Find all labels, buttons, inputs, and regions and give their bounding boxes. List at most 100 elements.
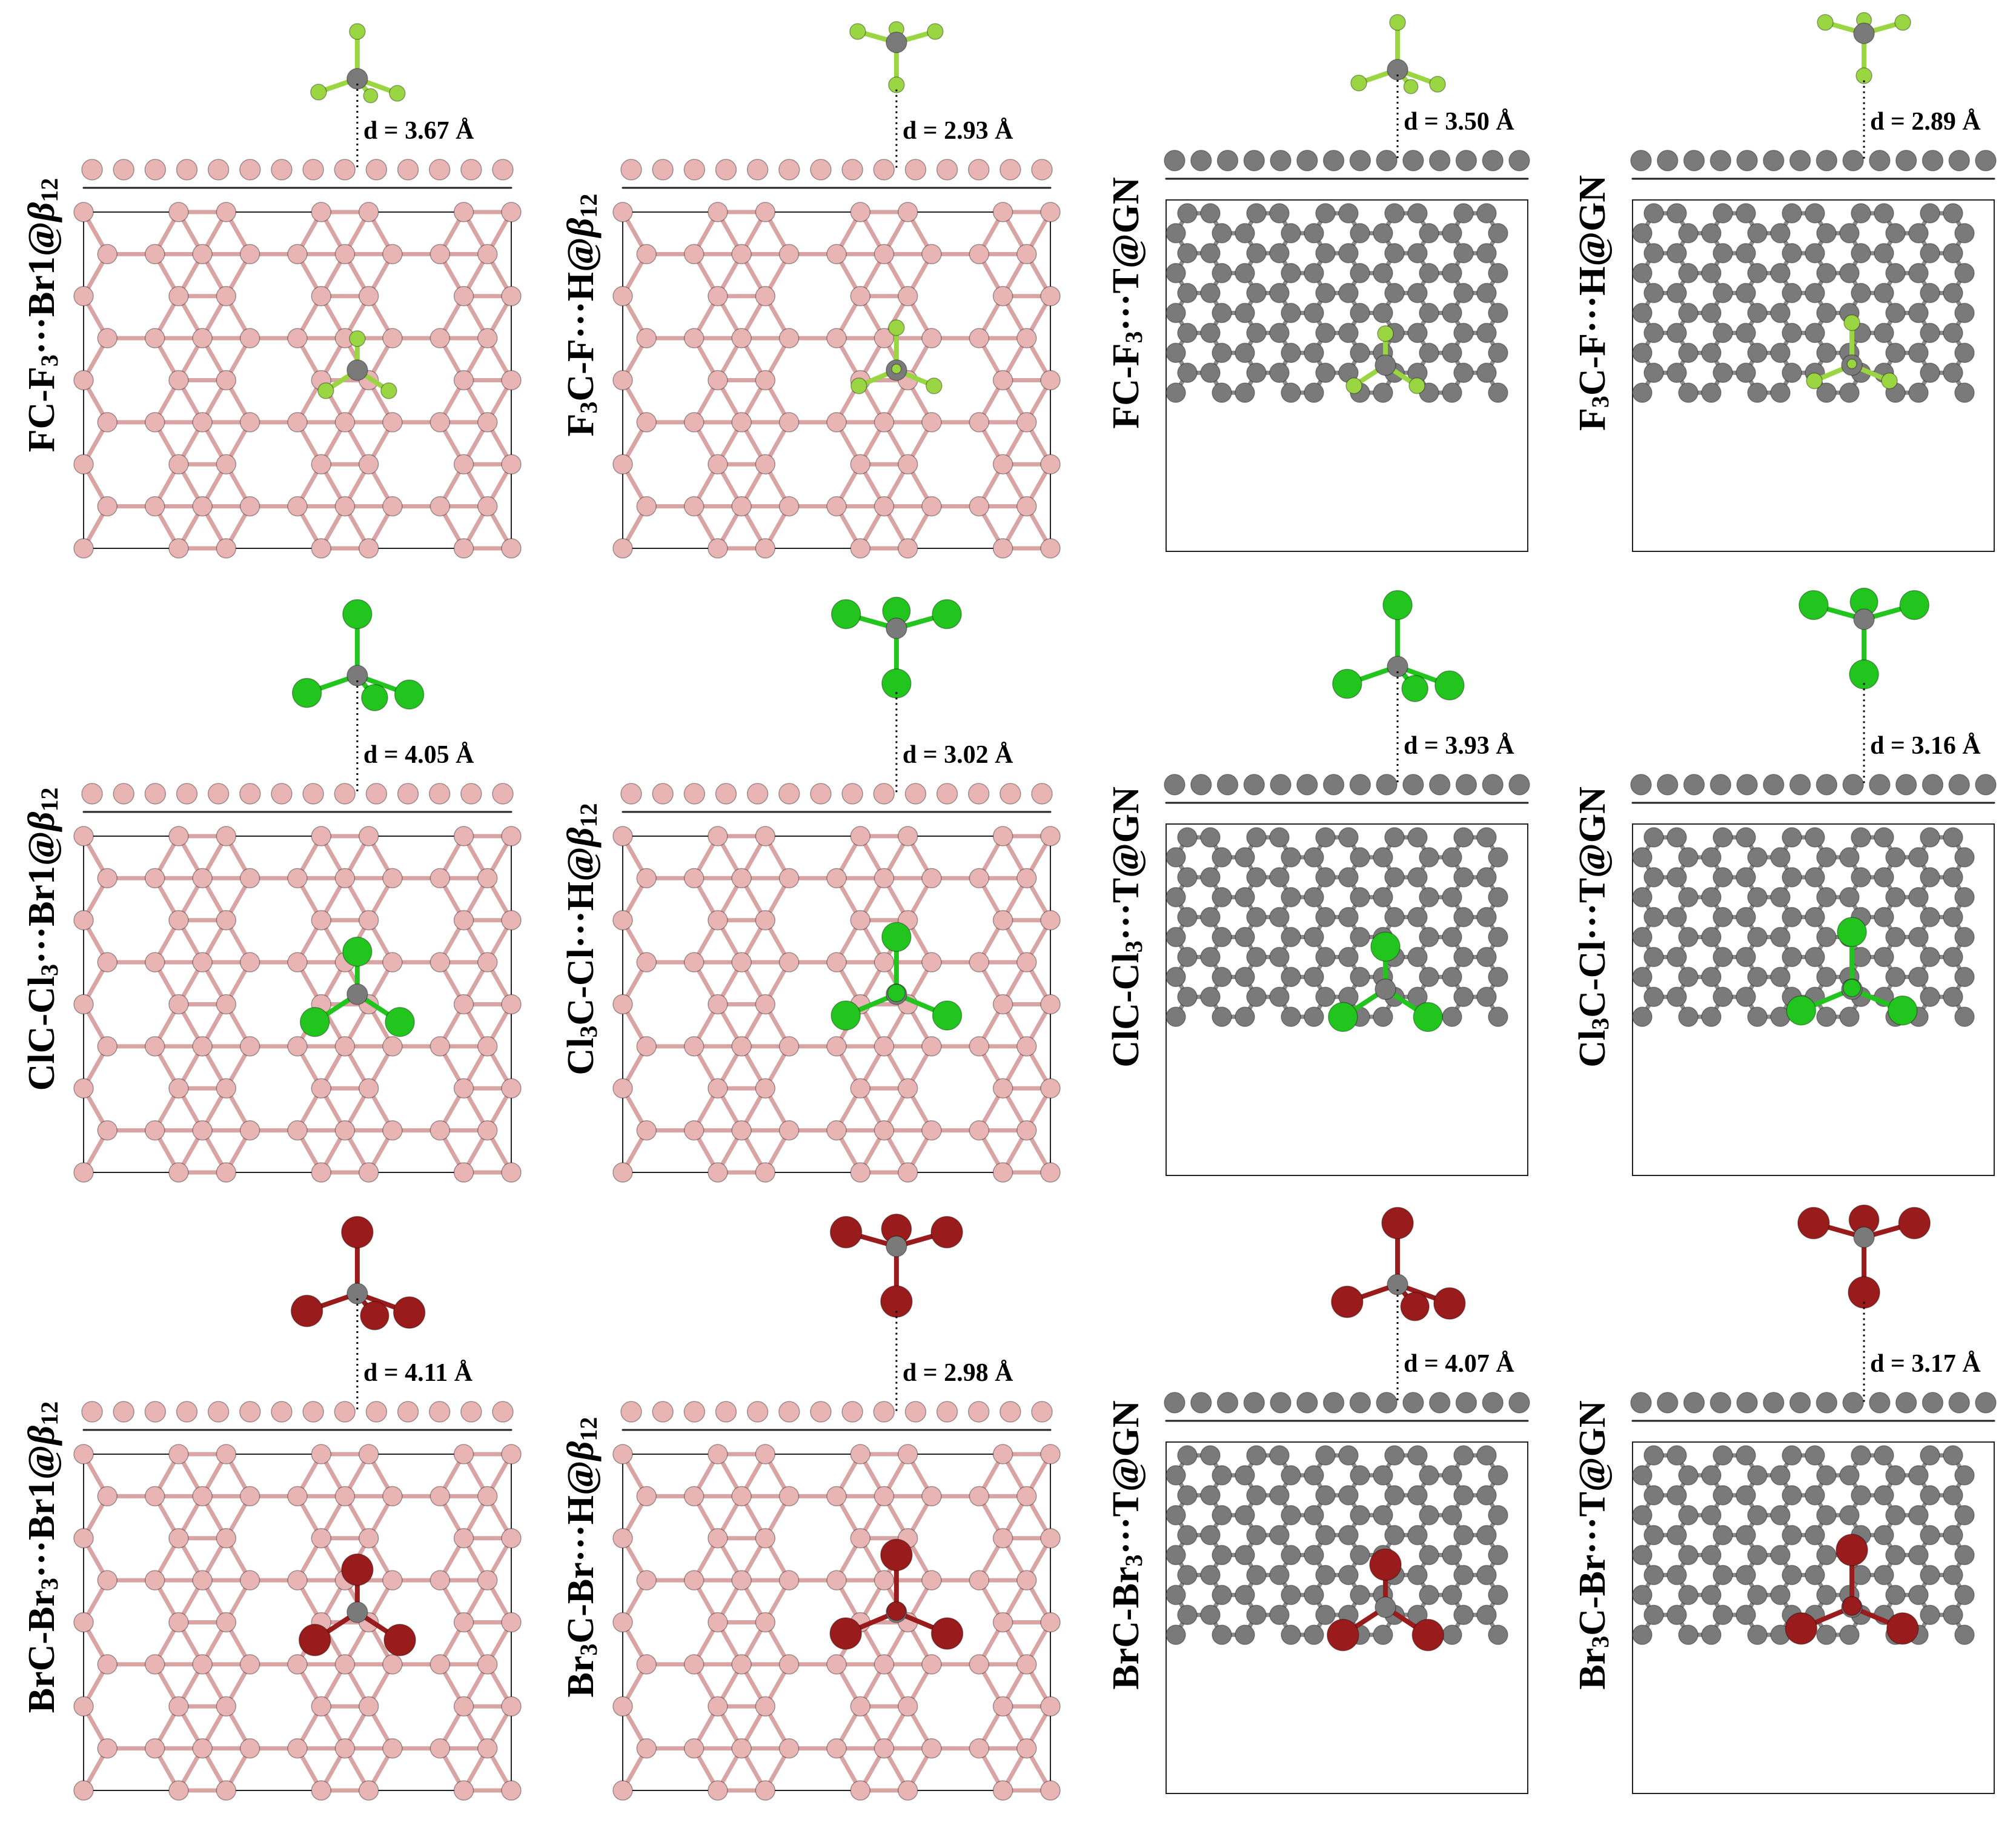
carbon-atom: [1246, 1604, 1267, 1626]
boron-atom: [168, 1696, 189, 1717]
boron-atom: [992, 826, 1013, 846]
carbon-atom: [1770, 302, 1791, 324]
carbon-atom: [1632, 1624, 1653, 1645]
carbon-atom: [1920, 827, 1940, 848]
carbon-atom: [1839, 847, 1860, 868]
carbon-atom: [1350, 966, 1370, 988]
carbon-atom: [1235, 1006, 1255, 1027]
halogen-atom: [1370, 931, 1401, 962]
boron-atom: [501, 538, 522, 559]
boron-atom: [992, 1696, 1013, 1717]
boron-atom-side: [271, 1401, 293, 1423]
carbon-atom: [1885, 847, 1906, 868]
boron-atom: [612, 1078, 633, 1098]
carbon-atom-side: [1455, 150, 1477, 171]
carbon-atom: [1632, 1504, 1653, 1526]
carbon-atom: [1954, 1006, 1975, 1027]
carbon-atom: [1874, 1445, 1894, 1466]
carbon-atom-side: [1270, 150, 1292, 171]
carbon-atom: [1782, 1445, 1802, 1466]
boron-atom: [216, 994, 237, 1015]
carbon-atom: [1304, 966, 1324, 988]
boron-atom: [992, 1528, 1013, 1549]
carbon-atom: [1885, 1465, 1906, 1486]
carbon-atom: [1713, 1564, 1733, 1586]
carbon-atom: [1442, 926, 1462, 948]
boron-atom: [850, 1078, 870, 1098]
carbon-atom: [1643, 906, 1664, 928]
halogen-atom: [1894, 14, 1911, 31]
carbon-atom: [1816, 1584, 1837, 1606]
carbon-atom: [1839, 1504, 1860, 1526]
halogen-atom: [1842, 1596, 1862, 1616]
carbon-atom: [1736, 946, 1756, 968]
carbon-atom: [1713, 322, 1733, 344]
boron-atom: [755, 910, 776, 931]
carbon-atom: [1816, 1465, 1837, 1486]
boron-atom: [239, 1486, 260, 1507]
carbon-atom: [1373, 1006, 1393, 1027]
carbon-atom-side: [1975, 774, 1997, 796]
carbon-atom: [1908, 886, 1929, 908]
boron-atom: [429, 1738, 451, 1759]
halogen-atom: [1881, 372, 1898, 390]
boron-atom-side: [620, 783, 642, 805]
halogen-atom: [1837, 917, 1867, 947]
carbon-atom: [1666, 282, 1687, 304]
boron-atom: [874, 328, 895, 348]
carbon-atom: [1943, 322, 1963, 344]
boron-atom: [921, 496, 942, 517]
boron-atom: [755, 994, 776, 1015]
carbon-atom: [1442, 262, 1462, 284]
boron-atom: [731, 1570, 752, 1590]
carbon-atom: [1269, 986, 1290, 1008]
carbon-atom: [1666, 362, 1687, 384]
boron-atom: [708, 370, 728, 391]
carbon-atom: [1304, 1624, 1324, 1645]
carbon-atom: [1407, 203, 1428, 224]
boron-atom: [97, 952, 118, 972]
carbon-atom: [1805, 1485, 1825, 1506]
carbon-atom: [1442, 302, 1462, 324]
molecule-carbon: [1387, 656, 1408, 677]
boron-atom: [239, 412, 260, 433]
boron-atom: [992, 454, 1013, 474]
boron-atom-side: [492, 783, 514, 805]
boron-atom-side: [113, 1401, 134, 1423]
boron-atom: [969, 1036, 990, 1057]
boron-atom: [778, 1738, 800, 1759]
boron-atom: [477, 244, 498, 265]
supercell-frame: [1632, 823, 1995, 1176]
boron-atom: [239, 1120, 260, 1141]
boron-atom: [382, 412, 403, 433]
boron-atom: [731, 1654, 752, 1675]
boron-atom: [755, 1162, 776, 1183]
carbon-atom: [1200, 1445, 1221, 1466]
boron-atom: [168, 202, 189, 222]
carbon-atom: [1453, 203, 1474, 224]
carbon-atom: [1782, 906, 1802, 928]
boron-atom-side: [967, 159, 990, 181]
halogen-atom: [393, 1296, 426, 1329]
boron-atom: [429, 1570, 451, 1590]
boron-atom: [755, 538, 776, 559]
boron-atom: [1016, 952, 1037, 972]
halogen-atom: [1846, 359, 1857, 370]
boron-atom: [921, 1036, 942, 1057]
boron-atom: [874, 1036, 895, 1057]
boron-atom-side: [271, 783, 293, 805]
boron-atom: [874, 412, 895, 433]
carbon-atom: [1453, 1485, 1474, 1506]
carbon-atom: [1476, 1524, 1497, 1546]
carbon-atom-side: [1402, 150, 1424, 171]
halogen-atom: [1408, 377, 1425, 394]
carbon-atom: [1200, 1564, 1221, 1586]
carbon-atom-side: [1270, 774, 1292, 796]
carbon-atom: [1701, 1006, 1722, 1027]
carbon-atom: [1701, 966, 1722, 988]
carbon-atom-side: [1815, 150, 1838, 171]
carbon-atom: [1419, 262, 1439, 284]
carbon-atom: [1678, 847, 1699, 868]
boron-atom: [969, 1570, 990, 1590]
boron-atom: [358, 538, 379, 559]
